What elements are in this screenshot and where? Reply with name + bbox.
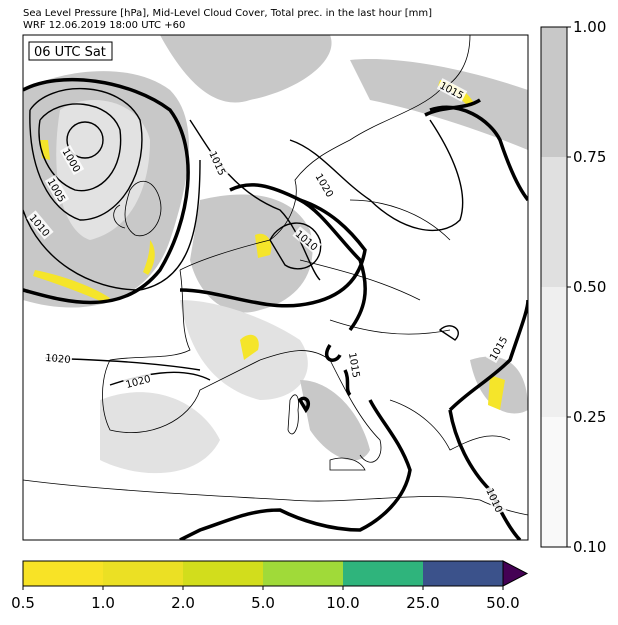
tick-label: 0.5 bbox=[11, 594, 35, 612]
tick-label: 0.50 bbox=[573, 278, 606, 296]
contour-label-bg bbox=[485, 332, 511, 364]
isobars bbox=[23, 77, 528, 540]
time-box bbox=[28, 41, 113, 61]
contour-label: 1020 bbox=[45, 353, 71, 366]
contour-label-bg bbox=[43, 350, 73, 366]
colorbar-segment bbox=[541, 27, 567, 157]
tick-label: 50.0 bbox=[486, 594, 519, 612]
contour-label-bg bbox=[346, 350, 364, 380]
subtitle: WRF 12.06.2019 18:00 UTC +60 bbox=[23, 20, 185, 31]
contour-label-bg bbox=[122, 371, 154, 391]
precip-colorbar: 0.5 1.0 2.0 5.0 10.0 25.0 50.0 bbox=[11, 560, 529, 612]
colorbar-segment bbox=[541, 287, 567, 417]
contour-label-bg bbox=[44, 174, 70, 206]
contour-label-bg bbox=[436, 78, 468, 102]
time-label: 06 UTC Sat bbox=[34, 45, 106, 60]
contour-label-bg bbox=[312, 169, 338, 201]
contour-label-bg bbox=[59, 144, 85, 176]
colorbar-segment bbox=[183, 561, 263, 586]
tick-label: 10.0 bbox=[326, 594, 359, 612]
colorbar-segment bbox=[263, 561, 343, 586]
tick-label: 5.0 bbox=[251, 594, 275, 612]
title: Sea Level Pressure [hPa], Mid-Level Clou… bbox=[23, 8, 432, 19]
colorbar-segment bbox=[23, 561, 103, 586]
contour-label-bg bbox=[292, 226, 322, 254]
contour-labels: 1015100010051010101510201010102010201015… bbox=[26, 78, 511, 516]
colorbar-segment bbox=[103, 561, 183, 586]
map: 06 UTC Sat 10151000100510101015102010101… bbox=[22, 34, 529, 541]
tick-label: 1.0 bbox=[91, 594, 115, 612]
cloud-colorbar: 1.00 0.75 0.50 0.25 0.10 bbox=[540, 18, 606, 556]
colorbar-segment bbox=[423, 561, 503, 586]
contour-label-bg bbox=[26, 210, 54, 240]
tick-label: 1.00 bbox=[573, 18, 606, 36]
tick-label: 2.0 bbox=[171, 594, 195, 612]
colorbar-segment bbox=[541, 157, 567, 287]
tick-label: 0.75 bbox=[573, 148, 606, 166]
map-frame bbox=[22, 34, 529, 541]
tick-label: 25.0 bbox=[406, 594, 439, 612]
colorbar-segment bbox=[541, 417, 567, 547]
colorbar-segment bbox=[343, 561, 423, 586]
contour-label-bg bbox=[483, 484, 507, 516]
contour-label-bg bbox=[206, 147, 230, 179]
tick-label: 0.25 bbox=[573, 408, 606, 426]
contour-label: 1015 bbox=[346, 352, 361, 379]
tick-label: 0.10 bbox=[573, 538, 606, 556]
colorbar-extension bbox=[502, 560, 529, 587]
